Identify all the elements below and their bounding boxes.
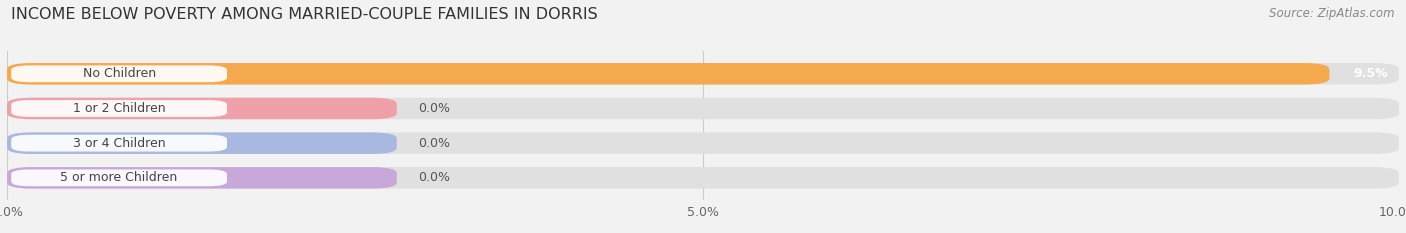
Text: 0.0%: 0.0% [418,102,450,115]
Text: INCOME BELOW POVERTY AMONG MARRIED-COUPLE FAMILIES IN DORRIS: INCOME BELOW POVERTY AMONG MARRIED-COUPL… [11,7,598,22]
FancyBboxPatch shape [11,100,226,117]
FancyBboxPatch shape [11,135,226,151]
FancyBboxPatch shape [7,63,1330,85]
FancyBboxPatch shape [7,132,396,154]
FancyBboxPatch shape [7,132,1399,154]
FancyBboxPatch shape [7,167,396,188]
FancyBboxPatch shape [11,65,226,82]
FancyBboxPatch shape [7,63,1399,85]
Text: 0.0%: 0.0% [418,171,450,184]
Text: 5 or more Children: 5 or more Children [60,171,177,184]
Text: Source: ZipAtlas.com: Source: ZipAtlas.com [1270,7,1395,20]
FancyBboxPatch shape [7,98,396,119]
Text: No Children: No Children [83,67,156,80]
Text: 0.0%: 0.0% [418,137,450,150]
FancyBboxPatch shape [7,167,1399,188]
Text: 3 or 4 Children: 3 or 4 Children [73,137,166,150]
FancyBboxPatch shape [7,98,1399,119]
FancyBboxPatch shape [11,169,226,186]
Text: 1 or 2 Children: 1 or 2 Children [73,102,166,115]
Text: 9.5%: 9.5% [1353,67,1388,80]
